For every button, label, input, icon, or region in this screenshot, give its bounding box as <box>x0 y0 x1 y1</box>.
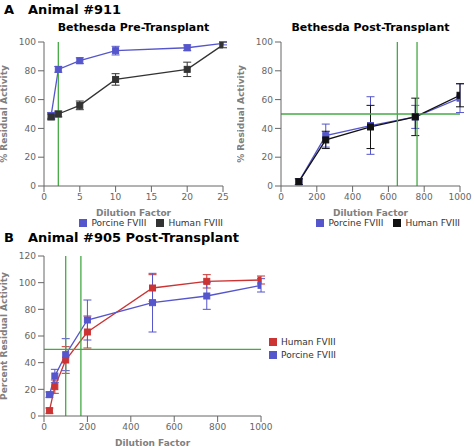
svg-text:200: 200 <box>79 422 96 432</box>
svg-text:Dilution Factor: Dilution Factor <box>333 208 409 218</box>
svg-text:600: 600 <box>380 192 397 202</box>
html-text:Bethesda Post-Transplant: Bethesda Post-Transplant <box>291 21 450 34</box>
svg-text:600: 600 <box>166 422 183 432</box>
svg-text:20: 20 <box>181 192 193 202</box>
svg-text:200: 200 <box>308 192 325 202</box>
svg-text:100: 100 <box>19 37 36 47</box>
svg-text:Dilution Factor: Dilution Factor <box>115 438 191 446</box>
svg-text:40: 40 <box>262 124 274 134</box>
svg-text:0: 0 <box>41 422 47 432</box>
svg-text:60: 60 <box>25 331 37 341</box>
svg-text:60: 60 <box>262 95 274 105</box>
svg-text:80: 80 <box>25 66 37 76</box>
svg-text:1000: 1000 <box>449 192 466 202</box>
svg-text:Percent Residual Activity: Percent Residual Activity <box>8 272 9 400</box>
svg-text:400: 400 <box>122 422 139 432</box>
svg-text:20: 20 <box>25 152 37 162</box>
svg-text:100: 100 <box>256 37 273 47</box>
svg-text:20: 20 <box>25 385 37 395</box>
svg-text:400: 400 <box>344 192 361 202</box>
svg-text:20: 20 <box>262 152 274 162</box>
svg-text:10: 10 <box>110 192 122 202</box>
svg-text:0: 0 <box>267 181 273 191</box>
html-text:B: B <box>4 230 14 245</box>
svg-text:1000: 1000 <box>250 422 273 432</box>
html-text:Bethesda Pre-Transplant: Bethesda Pre-Transplant <box>57 21 210 34</box>
svg-text:120: 120 <box>19 251 36 261</box>
html-text:Human FVIII: Human FVIII <box>405 218 460 228</box>
svg-text:40: 40 <box>25 124 37 134</box>
svg-text:100: 100 <box>19 278 36 288</box>
html-text:Animal #911: Animal #911 <box>28 2 122 17</box>
svg-text:80: 80 <box>262 66 274 76</box>
svg-text:25: 25 <box>217 192 228 202</box>
svg-text:15: 15 <box>146 192 157 202</box>
svg-text:800: 800 <box>416 192 433 202</box>
html-text:Human FVIII: Human FVIII <box>281 336 336 347</box>
svg-text:40: 40 <box>25 358 37 368</box>
svg-text:0: 0 <box>30 181 36 191</box>
svg-text:0: 0 <box>30 411 36 421</box>
html-text:Animal #905 Post-Transplant: Animal #905 Post-Transplant <box>27 230 240 245</box>
svg-text:% Residual Activity: % Residual Activity <box>237 65 246 163</box>
svg-text:0: 0 <box>278 192 284 202</box>
svg-text:60: 60 <box>25 95 37 105</box>
svg-text:80: 80 <box>25 305 37 315</box>
svg-text:5: 5 <box>77 192 83 202</box>
html-text:Porcine FVIII: Porcine FVIII <box>281 349 336 360</box>
svg-text:800: 800 <box>209 422 226 432</box>
html-text:A: A <box>4 2 15 17</box>
html-text:Porcine FVIII: Porcine FVIII <box>328 218 384 228</box>
html-text:Human FVIII: Human FVIII <box>168 218 223 228</box>
html-text:Porcine FVIII: Porcine FVIII <box>91 218 147 228</box>
svg-text:0: 0 <box>41 192 47 202</box>
svg-text:% Residual Activity: % Residual Activity <box>8 65 9 163</box>
svg-text:Dilution Factor: Dilution Factor <box>96 208 172 218</box>
